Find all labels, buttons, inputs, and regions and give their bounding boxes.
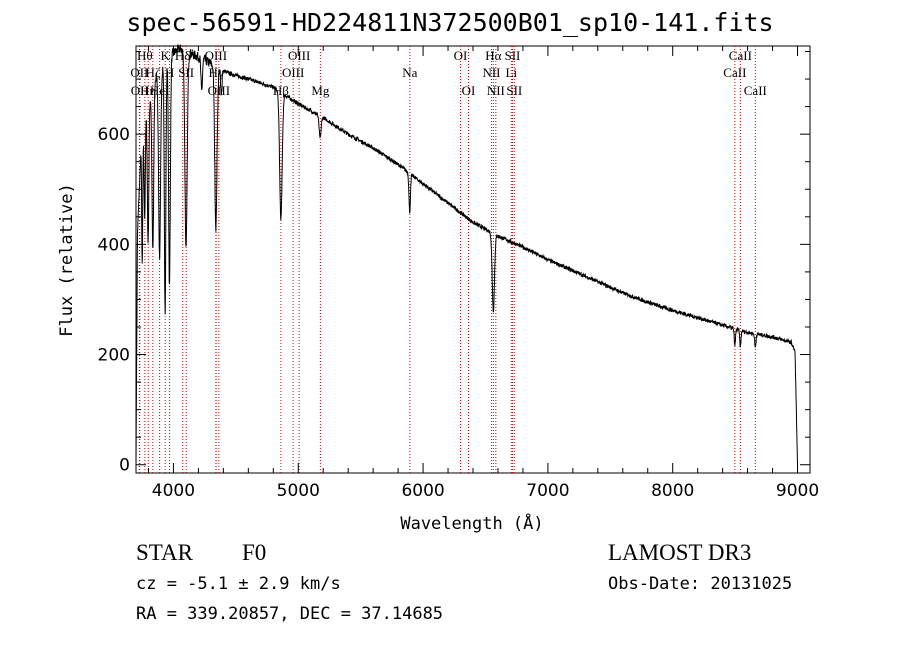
line-marker-label: Hη [140, 83, 156, 98]
line-marker-label: NII [482, 65, 500, 80]
line-marker-label: Hθ [137, 48, 153, 63]
redshift-value: cz = -5.1 ± 2.9 km/s [136, 574, 341, 594]
line-marker-label: Mg [311, 83, 330, 98]
line-marker-label: Na [402, 65, 417, 80]
coordinates: RA = 339.20857, DEC = 37.14685 [136, 604, 444, 624]
x-tick-label: 7000 [526, 481, 569, 501]
spectrum-line [135, 43, 798, 465]
y-axis-ticks: 0 200 400 600 [98, 51, 810, 476]
y-tick-label: 600 [98, 125, 130, 145]
line-marker-label: OIII [282, 65, 304, 80]
line-marker-label: NII [487, 83, 505, 98]
plot-frame [135, 45, 811, 474]
line-marker-label: OII [131, 83, 149, 98]
line-marker-label: SII [178, 65, 194, 80]
line-marker-label: Hζ [145, 65, 160, 80]
line-marker-label: SII [504, 48, 520, 63]
line-marker-label: OI [462, 83, 476, 98]
y-tick-label: 400 [98, 235, 130, 255]
line-marker-label: Hβ [273, 83, 289, 98]
line-marker-label: K [161, 48, 171, 63]
line-marker-label: CaII [729, 48, 752, 63]
line-marker-label: OIII [288, 48, 310, 63]
x-axis-label: Wavelength (Å) [400, 512, 543, 534]
x-tick-label: 9000 [776, 481, 819, 501]
line-marker-label: OI [454, 48, 468, 63]
x-tick-label: 6000 [401, 481, 444, 501]
line-marker-label: Hγ [209, 65, 224, 80]
observation-date: Obs-Date: 20131025 [608, 574, 793, 594]
y-axis-label: Flux (relative) [57, 183, 77, 337]
x-tick-label: 5000 [277, 481, 320, 501]
line-marker-label: SII [506, 83, 522, 98]
line-marker-label: OIII [205, 48, 227, 63]
x-tick-label: 8000 [651, 481, 694, 501]
spectral-class: F0 [242, 540, 267, 565]
survey-name: LAMOST DR3 [608, 540, 752, 565]
line-marker-group [138, 46, 756, 473]
y-tick-label: 0 [119, 456, 130, 476]
object-type: STAR [136, 540, 193, 565]
line-marker-label: CaII [744, 83, 767, 98]
line-marker-label: H [165, 65, 174, 80]
line-marker-label: OII [130, 65, 148, 80]
line-marker-label: Hα [485, 48, 501, 63]
chart-title: spec-56591-HD224811N372500B01_sp10-141.f… [126, 8, 774, 37]
x-axis-ticks: 4000 5000 6000 7000 8000 9000 [147, 46, 819, 501]
y-tick-label: 200 [98, 346, 130, 366]
line-marker-label: CaII [723, 65, 746, 80]
x-tick-label: 4000 [152, 481, 195, 501]
line-marker-label: Li [506, 65, 518, 80]
